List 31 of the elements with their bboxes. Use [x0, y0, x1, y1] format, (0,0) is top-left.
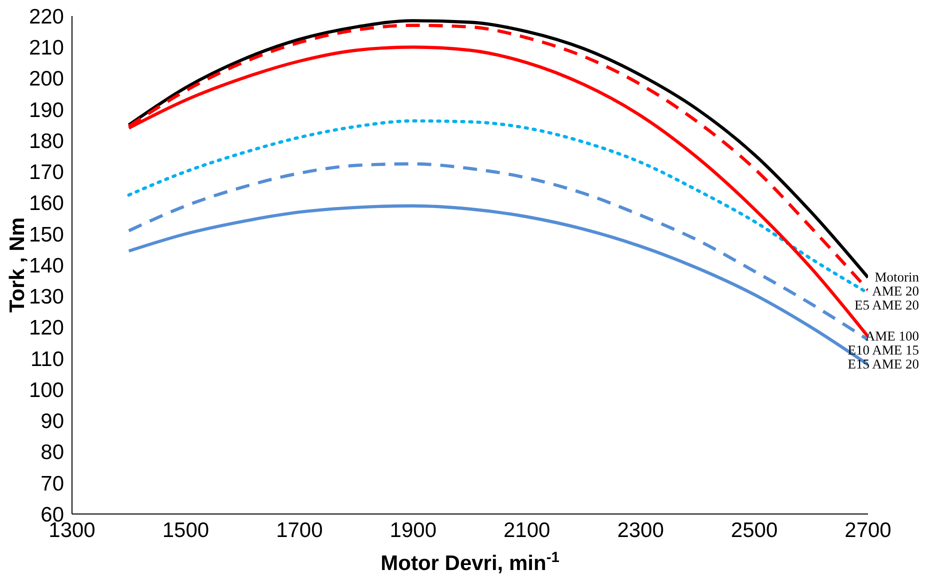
y-tick-label: 210: [28, 36, 64, 60]
y-tick-label: 80: [40, 441, 64, 464]
x-tick-label: 1500: [162, 518, 210, 542]
series-label: AME 20: [872, 283, 920, 298]
line-series: [127, 119, 868, 295]
y-tick-label: 160: [28, 192, 64, 216]
x-tick-label: 2100: [504, 518, 550, 542]
x-tick-label: 2700: [844, 518, 892, 542]
series-label: E5 AME 20: [854, 297, 920, 312]
y-tick-label: 180: [28, 130, 64, 153]
y-tick-label: 120: [28, 316, 64, 340]
y-tick-label: 190: [28, 98, 64, 122]
y-tick-label: 200: [28, 68, 64, 91]
y-tick-label: 150: [28, 223, 64, 246]
x-tick-label: 2300: [617, 518, 664, 542]
y-tick-label: 220: [28, 5, 64, 28]
y-tick-label: 110: [30, 348, 64, 371]
series-label: E15 AME 20: [848, 356, 920, 372]
x-tick-label: 1900: [390, 518, 436, 542]
x-tick-label: 1700: [276, 518, 323, 542]
x-axis-title: Motor Devri, min$^{-1}$: [380, 550, 560, 575]
y-tick-label: 170: [28, 161, 64, 184]
series-label: Motorin: [874, 269, 920, 284]
y-tick-label: 100: [28, 378, 64, 402]
y-axis-title: Tork , Nm: [6, 217, 29, 313]
y-tick-label: 130: [28, 286, 64, 309]
y-tick-label: 90: [40, 410, 64, 434]
series-label: E10 AME 15: [848, 342, 920, 358]
y-tick-label: 70: [40, 472, 64, 496]
x-tick-label: 2500: [730, 518, 778, 542]
y-tick-label: 140: [28, 254, 64, 278]
